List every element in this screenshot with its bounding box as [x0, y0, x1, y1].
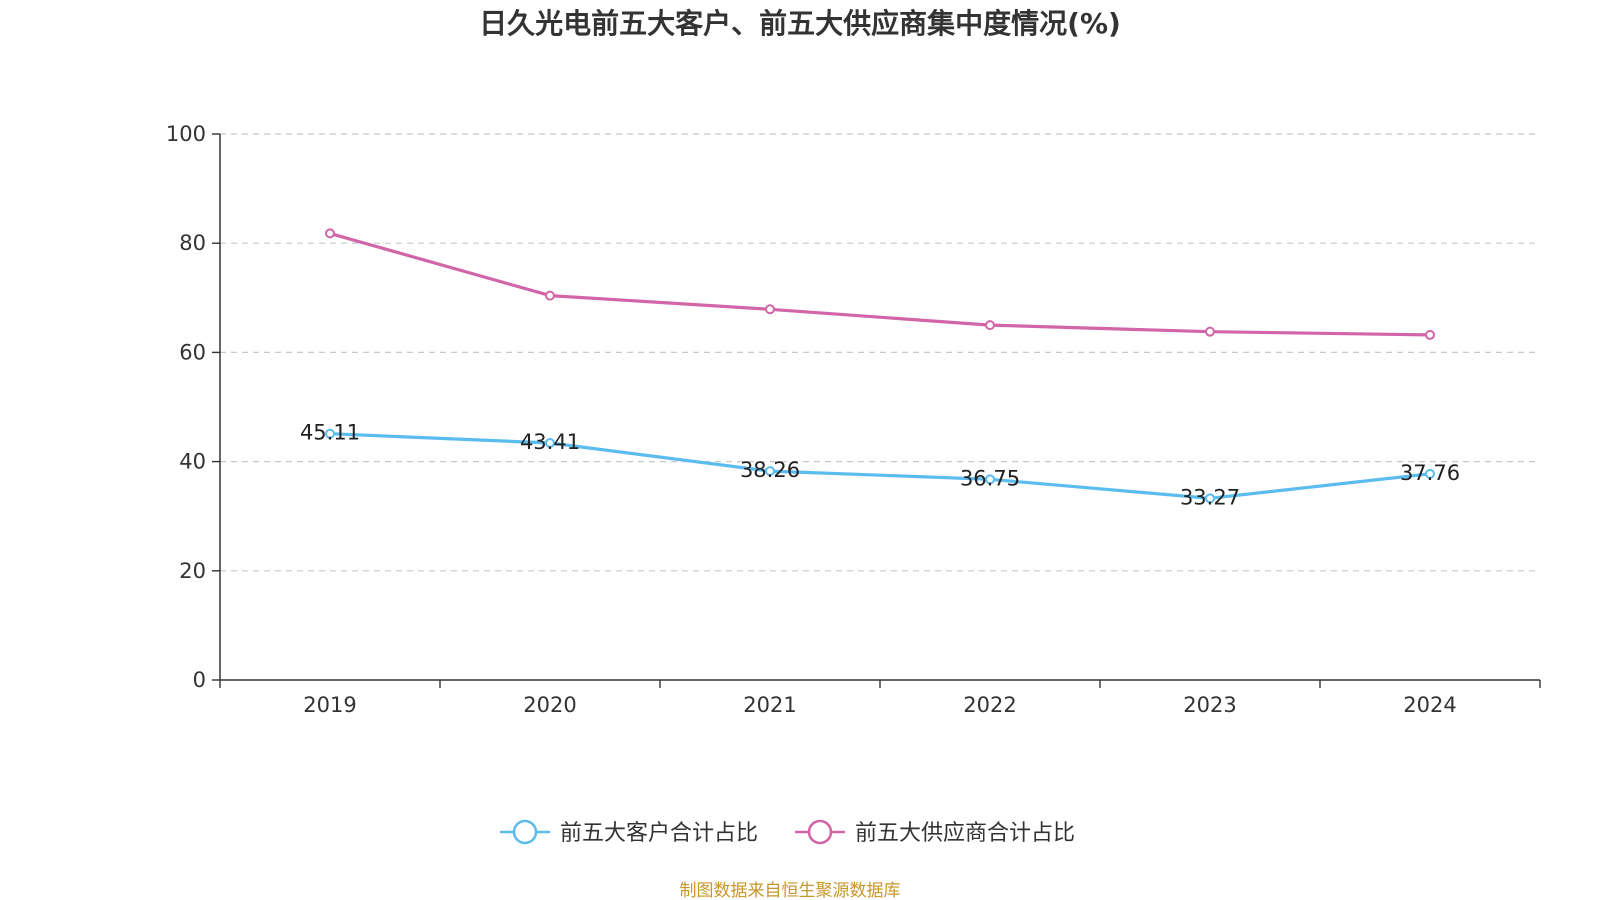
data-point[interactable]: [325, 228, 335, 239]
data-point[interactable]: [985, 474, 995, 485]
data-label: 33.27: [1180, 485, 1240, 509]
series-line-2: [328, 231, 1432, 337]
x-tick-label: 2022: [963, 693, 1016, 717]
data-label: 45.11: [300, 421, 360, 445]
x-tick-label: 2019: [303, 693, 356, 717]
data-point[interactable]: [1205, 326, 1215, 337]
x-tick-label: 2021: [743, 693, 796, 717]
data-point[interactable]: [765, 304, 775, 315]
y-tick-label: 60: [179, 340, 206, 364]
data-point[interactable]: [985, 320, 995, 331]
source-note: 制图数据来自恒生聚源数据库: [680, 881, 901, 900]
x-tick-label: 2023: [1183, 693, 1236, 717]
data-point[interactable]: [545, 437, 555, 448]
data-point[interactable]: [545, 290, 555, 301]
data-label: 36.75: [960, 466, 1020, 490]
x-tick-label: 2024: [1403, 693, 1456, 717]
x-tick-label: 2020: [523, 693, 576, 717]
y-tick-label: 80: [179, 231, 206, 255]
y-tick-label: 100: [166, 122, 206, 146]
data-label: 38.26: [740, 458, 800, 482]
legend-label: 前五大客户合计占比: [560, 821, 758, 846]
data-point[interactable]: [1205, 493, 1215, 504]
series-layer: [325, 228, 1435, 504]
y-tick-label: 40: [179, 450, 206, 474]
axes: 0 20 40 60 80 100 2019 2020 2021 2022 2023 2024: [166, 122, 1541, 717]
legend-label: 前五大供应商合计占比: [855, 821, 1075, 846]
legend-marker-icon: [512, 819, 538, 845]
data-point[interactable]: [765, 466, 775, 477]
data-label: 43.41: [520, 430, 580, 454]
legend-item-2[interactable]: 前五大供应商合计占比: [795, 819, 1075, 846]
data-labels: 45.11 43.41 38.26 36.75 33.27 37.76: [300, 421, 1460, 510]
data-point[interactable]: [1425, 329, 1435, 340]
y-tick-label: 0: [193, 668, 206, 692]
legend[interactable]: 前五大客户合计占比 前五大供应商合计占比: [500, 819, 1075, 846]
data-label: 37.76: [1400, 461, 1460, 485]
y-tick-label: 20: [179, 559, 206, 583]
legend-marker-icon: [807, 819, 833, 845]
data-point[interactable]: [1425, 468, 1435, 479]
chart-title: 日久光电前五大客户、前五大供应商集中度情况(%): [479, 7, 1121, 40]
data-point[interactable]: [325, 428, 335, 439]
series-line-1: [328, 432, 1432, 500]
legend-item-1[interactable]: 前五大客户合计占比: [500, 819, 758, 846]
grid-lines: [220, 133, 1540, 572]
